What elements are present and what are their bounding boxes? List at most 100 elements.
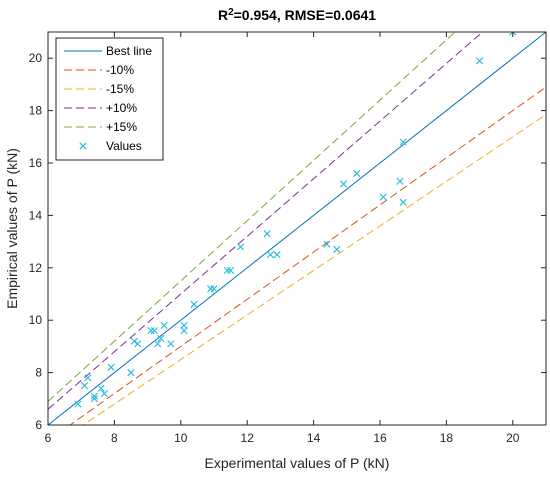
x-tick-label: 16 <box>373 431 387 445</box>
data-point <box>399 138 407 146</box>
data-point-stroke <box>150 327 158 335</box>
data-point-stroke <box>97 384 105 392</box>
title-rest: =0.954, RMSE=0.0641 <box>234 7 377 23</box>
data-point <box>223 266 231 275</box>
data-point-stroke <box>210 285 218 293</box>
reference-lines <box>48 32 546 425</box>
legend-label: Best line <box>106 44 152 58</box>
data-point <box>227 266 235 275</box>
data-point <box>210 285 218 293</box>
data-point-stroke <box>90 395 99 403</box>
data-point-stroke <box>74 400 82 408</box>
legend-label: +10% <box>106 101 137 115</box>
data-point-stroke <box>509 32 514 36</box>
data-point-stroke <box>180 321 188 330</box>
data-point <box>399 198 407 206</box>
data-point-stroke <box>90 392 99 400</box>
y-tick-label: 18 <box>29 104 43 118</box>
data-point <box>150 327 158 335</box>
data-point <box>74 400 82 408</box>
data-point-stroke <box>379 193 387 201</box>
y-axis-label: Empirical values of P (kN) <box>4 148 20 309</box>
data-point-stroke <box>353 169 361 178</box>
data-point <box>127 369 135 377</box>
data-point-stroke <box>273 251 281 259</box>
x-tick-label: 12 <box>241 431 255 445</box>
title-superscript: 2 <box>228 7 234 18</box>
data-point <box>333 245 341 254</box>
data-point-stroke <box>236 243 245 251</box>
legend-label: +15% <box>106 120 137 134</box>
data-point <box>207 285 215 293</box>
legend-label: Values <box>106 139 142 153</box>
y-tick-label: 12 <box>29 261 43 275</box>
reference-line-3 <box>48 32 484 410</box>
data-point <box>476 57 484 65</box>
chart-title: R2=0.954, RMSE=0.0641 <box>218 7 376 24</box>
data-point-stroke <box>476 57 484 65</box>
y-tick-label: 6 <box>35 418 42 432</box>
data-point <box>90 395 99 403</box>
data-point-stroke <box>100 389 109 398</box>
legend: Best line -10% -15% +10% +15% Values <box>55 37 164 161</box>
data-point-stroke <box>227 266 235 275</box>
x-axis-label: Experimental values of P (kN) <box>205 455 390 471</box>
data-point <box>509 32 517 36</box>
data-point <box>97 384 105 392</box>
data-point <box>157 334 165 343</box>
data-point <box>379 193 387 201</box>
data-point <box>107 363 115 371</box>
data-point-stroke <box>127 369 135 377</box>
data-point-stroke <box>157 334 165 343</box>
data-point <box>153 340 162 348</box>
y-tick-label: 14 <box>29 208 43 222</box>
reference-line-0 <box>48 32 546 425</box>
data-point <box>236 243 245 251</box>
x-tick-label: 18 <box>440 431 454 445</box>
data-point-stroke <box>399 138 407 146</box>
data-point-stroke <box>396 177 404 185</box>
legend-box <box>55 37 164 161</box>
data-point <box>339 180 348 188</box>
data-point-stroke <box>512 32 517 36</box>
data-point <box>167 340 175 348</box>
data-point-stroke <box>207 285 215 293</box>
data-point-stroke <box>107 363 115 371</box>
data-point-stroke <box>180 327 188 335</box>
data-point-stroke <box>160 321 168 330</box>
reference-line-4 <box>48 32 456 402</box>
data-point <box>90 392 99 400</box>
data-point-stroke <box>153 340 162 348</box>
reference-line-1 <box>69 86 546 425</box>
data-point <box>84 374 92 382</box>
data-points <box>74 32 517 408</box>
y-tick-label: 20 <box>29 51 43 65</box>
y-tick-label: 16 <box>29 156 43 170</box>
x-tick-label: 10 <box>174 431 188 445</box>
plot-frame <box>47 31 547 426</box>
data-point-stroke <box>266 251 275 259</box>
data-point <box>273 251 281 259</box>
data-point <box>323 240 331 248</box>
data-point-stroke <box>399 198 407 206</box>
data-point <box>353 169 361 178</box>
data-point-stroke <box>263 230 271 238</box>
x-tick-label: 14 <box>307 431 321 445</box>
x-tick-label: 8 <box>111 431 118 445</box>
data-point-stroke <box>190 300 198 309</box>
data-point <box>266 251 275 259</box>
data-point <box>396 177 404 185</box>
data-point-stroke <box>84 374 92 382</box>
data-point <box>100 389 109 398</box>
x-tick-label: 20 <box>506 431 520 445</box>
data-point-stroke <box>167 340 175 348</box>
title-r: R <box>218 7 228 23</box>
legend-label: -10% <box>106 63 134 77</box>
data-point-stroke <box>333 245 341 254</box>
y-axis-ticks: 6 8 10 12 14 16 18 20 <box>29 51 546 432</box>
reference-line-2 <box>82 114 546 425</box>
data-point <box>80 382 89 390</box>
data-point-stroke <box>323 240 331 248</box>
data-point-stroke <box>134 340 142 348</box>
